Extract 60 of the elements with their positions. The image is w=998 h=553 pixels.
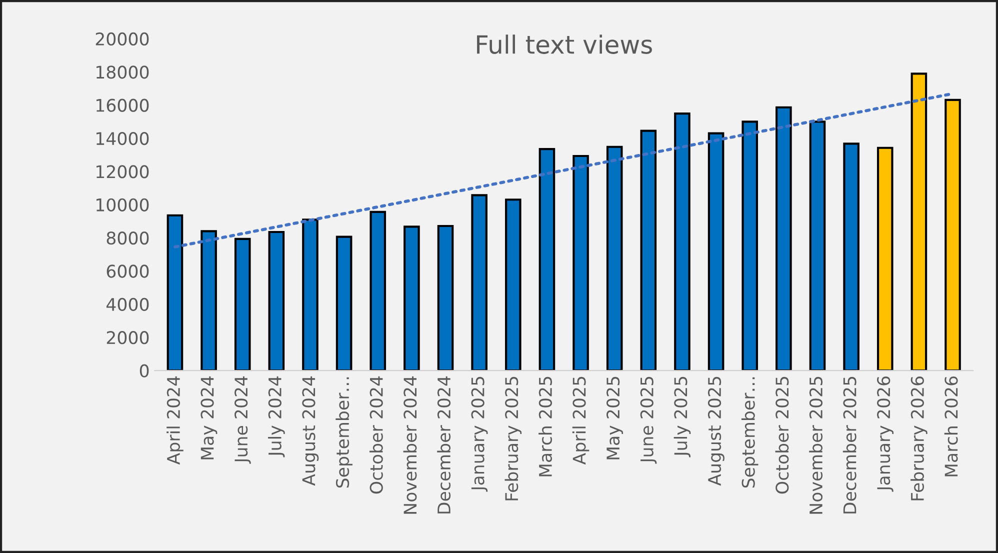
bar: [437, 224, 454, 371]
bar: [166, 214, 184, 371]
bar: [843, 142, 860, 371]
x-tick-label: July 2024: [268, 376, 285, 458]
y-tick-label: 0: [140, 364, 149, 378]
bar: [572, 154, 589, 371]
x-tick-label: June 2024: [234, 376, 251, 464]
bar: [471, 194, 488, 371]
y-tick-label: 16000: [96, 98, 149, 112]
bar: [538, 148, 556, 371]
x-tick-label: September…: [336, 377, 352, 488]
bar: [944, 98, 961, 371]
y-tick-label: 2000: [106, 331, 149, 344]
x-tick-label: April 2025: [572, 376, 590, 465]
y-tick-label: 18000: [96, 66, 149, 79]
bar: [370, 210, 386, 371]
bar: [606, 146, 623, 371]
bar: [809, 120, 826, 371]
bar: [776, 106, 792, 371]
x-tick-label: March 2025: [538, 376, 552, 476]
x-tick-label: May 2025: [606, 376, 623, 460]
x-tick-label: June 2025: [640, 376, 657, 464]
x-tick-label: February 2025: [504, 376, 522, 500]
y-tick-label: 12000: [96, 165, 149, 178]
x-tick-label: December 2024: [437, 376, 451, 514]
bar: [640, 130, 657, 371]
x-tick-label: September…: [741, 377, 758, 488]
chart-title: Full text views: [477, 34, 652, 54]
bar: [200, 230, 217, 371]
bar: [268, 230, 285, 371]
x-tick-label: April 2024: [166, 376, 184, 465]
x-tick-label: January 2026: [877, 376, 894, 492]
bar: [234, 238, 251, 371]
bar: [876, 146, 894, 371]
x-tick-label: July 2025: [674, 376, 691, 458]
y-tick-label: 14000: [96, 132, 149, 146]
bar: [708, 132, 724, 371]
y-tick-label: 20000: [96, 32, 149, 46]
bar: [302, 218, 318, 371]
x-tick-label: October 2024: [369, 376, 383, 494]
x-tick-label: March 2026: [944, 376, 958, 476]
bar: [910, 72, 928, 371]
bar: [505, 198, 522, 371]
x-tick-label: November 2025: [809, 376, 823, 514]
y-tick-label: 4000: [106, 298, 149, 311]
y-tick-label: 10000: [96, 198, 149, 212]
y-tick-label: 6000: [106, 264, 149, 278]
x-tick-label: August 2024: [302, 376, 319, 486]
bar: [404, 226, 420, 371]
x-tick-label: January 2025: [471, 376, 488, 492]
x-tick-label: December 2025: [842, 376, 856, 514]
y-tick-label: 8000: [106, 232, 149, 245]
bar: [336, 236, 352, 371]
x-tick-label: February 2026: [910, 376, 928, 500]
x-tick-label: November 2024: [403, 376, 417, 514]
bar: [742, 120, 758, 371]
x-tick-label: October 2025: [775, 376, 789, 494]
x-tick-label: August 2025: [708, 376, 724, 486]
x-tick-label: May 2024: [200, 376, 218, 460]
bar: [674, 112, 690, 371]
